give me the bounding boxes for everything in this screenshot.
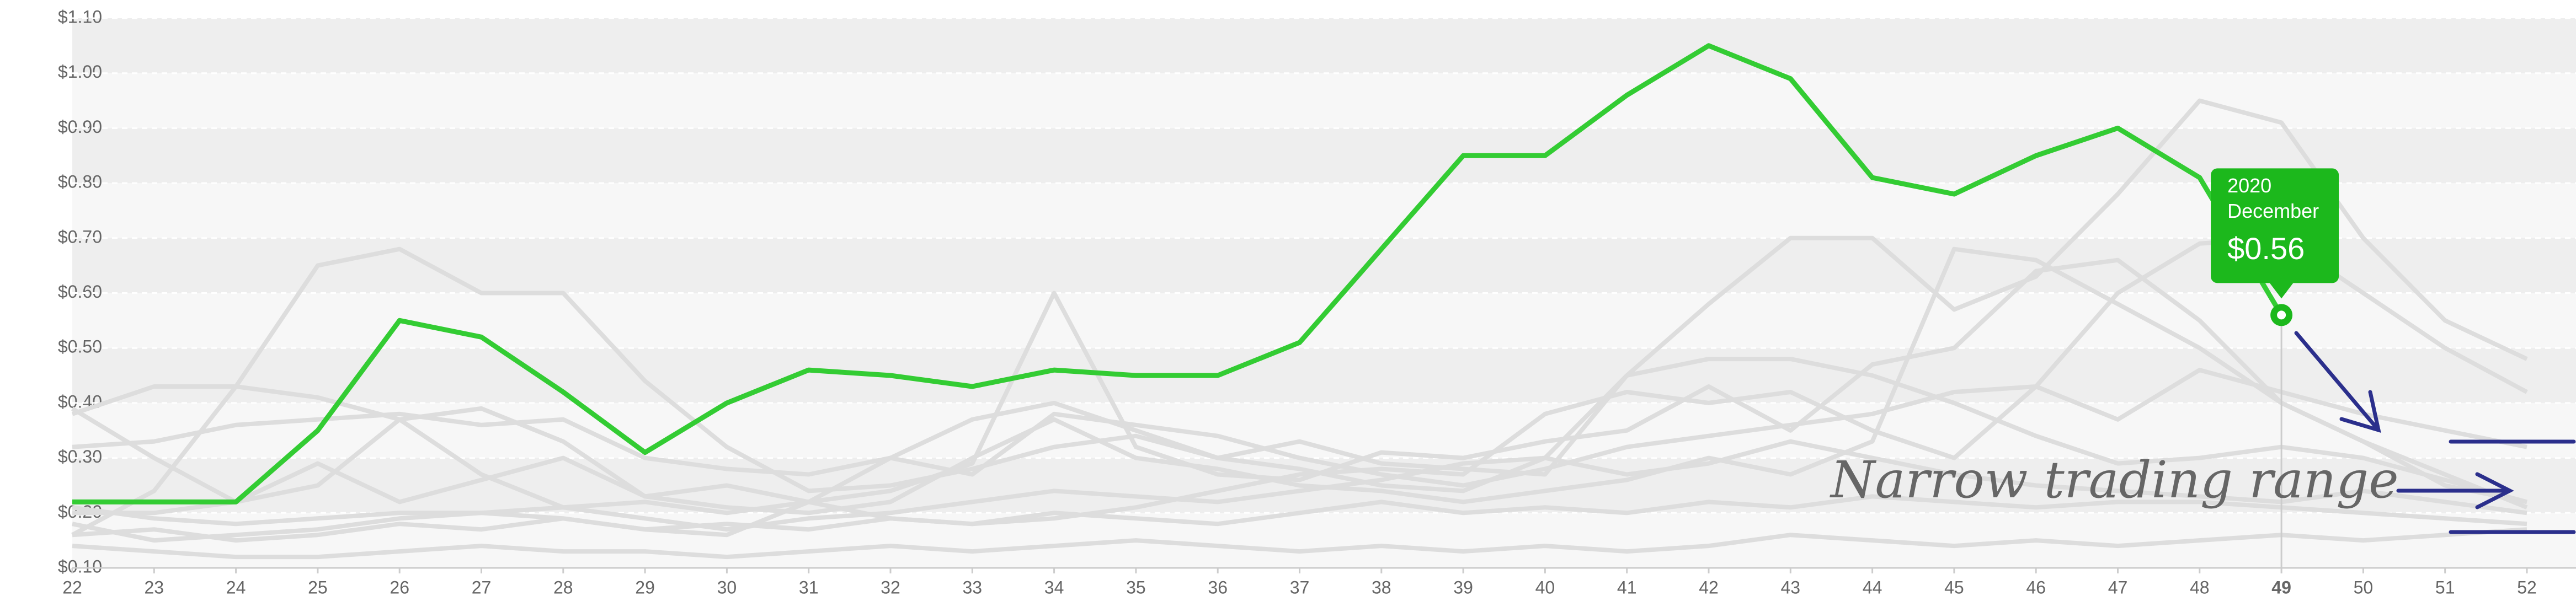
y-tick-label: $0.90 <box>58 117 102 137</box>
x-tick-label: 26 <box>390 577 409 597</box>
y-tick-label: $0.80 <box>58 172 102 192</box>
highlight-line <box>72 43 2284 504</box>
tooltip-pointer <box>2269 282 2294 299</box>
x-tick-label: 44 <box>1863 577 1882 597</box>
y-tick-label: $0.10 <box>58 556 102 576</box>
x-tick-label: 39 <box>1453 577 1473 597</box>
plot-band <box>72 348 2576 403</box>
y-tick-label: $0.70 <box>58 227 102 246</box>
x-tick-label: 22 <box>62 577 82 597</box>
x-tick-label: 32 <box>881 577 900 597</box>
x-tick-label: 35 <box>1126 577 1146 597</box>
overlay: 2020 December $0.56 <box>2211 168 2339 568</box>
x-tick-label: 41 <box>1617 577 1637 597</box>
series-line <box>72 257 2528 516</box>
arrow-head <box>2339 390 2381 433</box>
x-tick-label: 42 <box>1699 577 1719 597</box>
tooltip-value: $0.56 <box>2227 231 2305 266</box>
tooltip-box <box>2211 168 2339 283</box>
x-tick-label: 24 <box>226 577 246 597</box>
x-tick-label: 33 <box>963 577 983 597</box>
x-tick-label: 23 <box>145 577 164 597</box>
plot-band <box>72 238 2576 293</box>
series-line <box>71 246 2527 516</box>
tooltip-line: December <box>2227 200 2319 222</box>
grid: $0.10$0.20$0.30$0.40$0.50$0.60$0.70$0.80… <box>58 7 2576 597</box>
x-tick-label: 46 <box>2026 577 2046 597</box>
plot-band <box>72 18 2576 73</box>
series-line <box>72 527 2527 560</box>
lines <box>71 43 2528 560</box>
x-tick-label: 49 <box>2271 577 2291 597</box>
x-tick-label: 30 <box>717 577 737 597</box>
x-tick-label: 31 <box>799 577 819 597</box>
arrow-head <box>2475 472 2514 509</box>
x-tick-label: 38 <box>1372 577 1391 597</box>
y-tick-label: $0.60 <box>58 282 102 302</box>
x-tick-label: 45 <box>1944 577 1964 597</box>
x-tick-label: 47 <box>2108 577 2128 597</box>
y-tick-label: $0.30 <box>58 447 102 466</box>
x-tick-label: 34 <box>1044 577 1064 597</box>
y-tick-label: $1.10 <box>58 7 102 26</box>
series-line <box>72 368 2527 538</box>
x-tick-label: 29 <box>635 577 655 597</box>
x-tick-label: 25 <box>308 577 328 597</box>
x-tick-label: 48 <box>2190 577 2210 597</box>
x-tick-label: 36 <box>1208 577 1228 597</box>
y-tick-label: $0.40 <box>58 391 102 411</box>
series-line <box>72 235 2528 488</box>
y-tick-label: $0.50 <box>58 337 102 357</box>
arrow <box>2294 331 2381 432</box>
x-tick-label: 27 <box>472 577 492 597</box>
x-tick-label: 37 <box>1290 577 1310 597</box>
series-line <box>71 98 2528 537</box>
series-line <box>72 494 2527 543</box>
y-tick-label: $1.00 <box>58 62 102 82</box>
point-marker-inner <box>2277 310 2286 320</box>
x-tick-label: 52 <box>2517 577 2537 597</box>
arrows <box>2294 331 2576 534</box>
plot-band <box>72 128 2576 184</box>
x-tick-label: 43 <box>1781 577 1801 597</box>
x-tick-label: 28 <box>553 577 573 597</box>
x-tick-label: 50 <box>2354 577 2374 597</box>
x-tick-label: 51 <box>2435 577 2455 597</box>
series-line <box>71 357 2528 516</box>
tooltip-line: 2020 <box>2227 174 2271 197</box>
annotation: Narrow trading range <box>1830 450 2399 509</box>
x-tick-label: 40 <box>1535 577 1555 597</box>
